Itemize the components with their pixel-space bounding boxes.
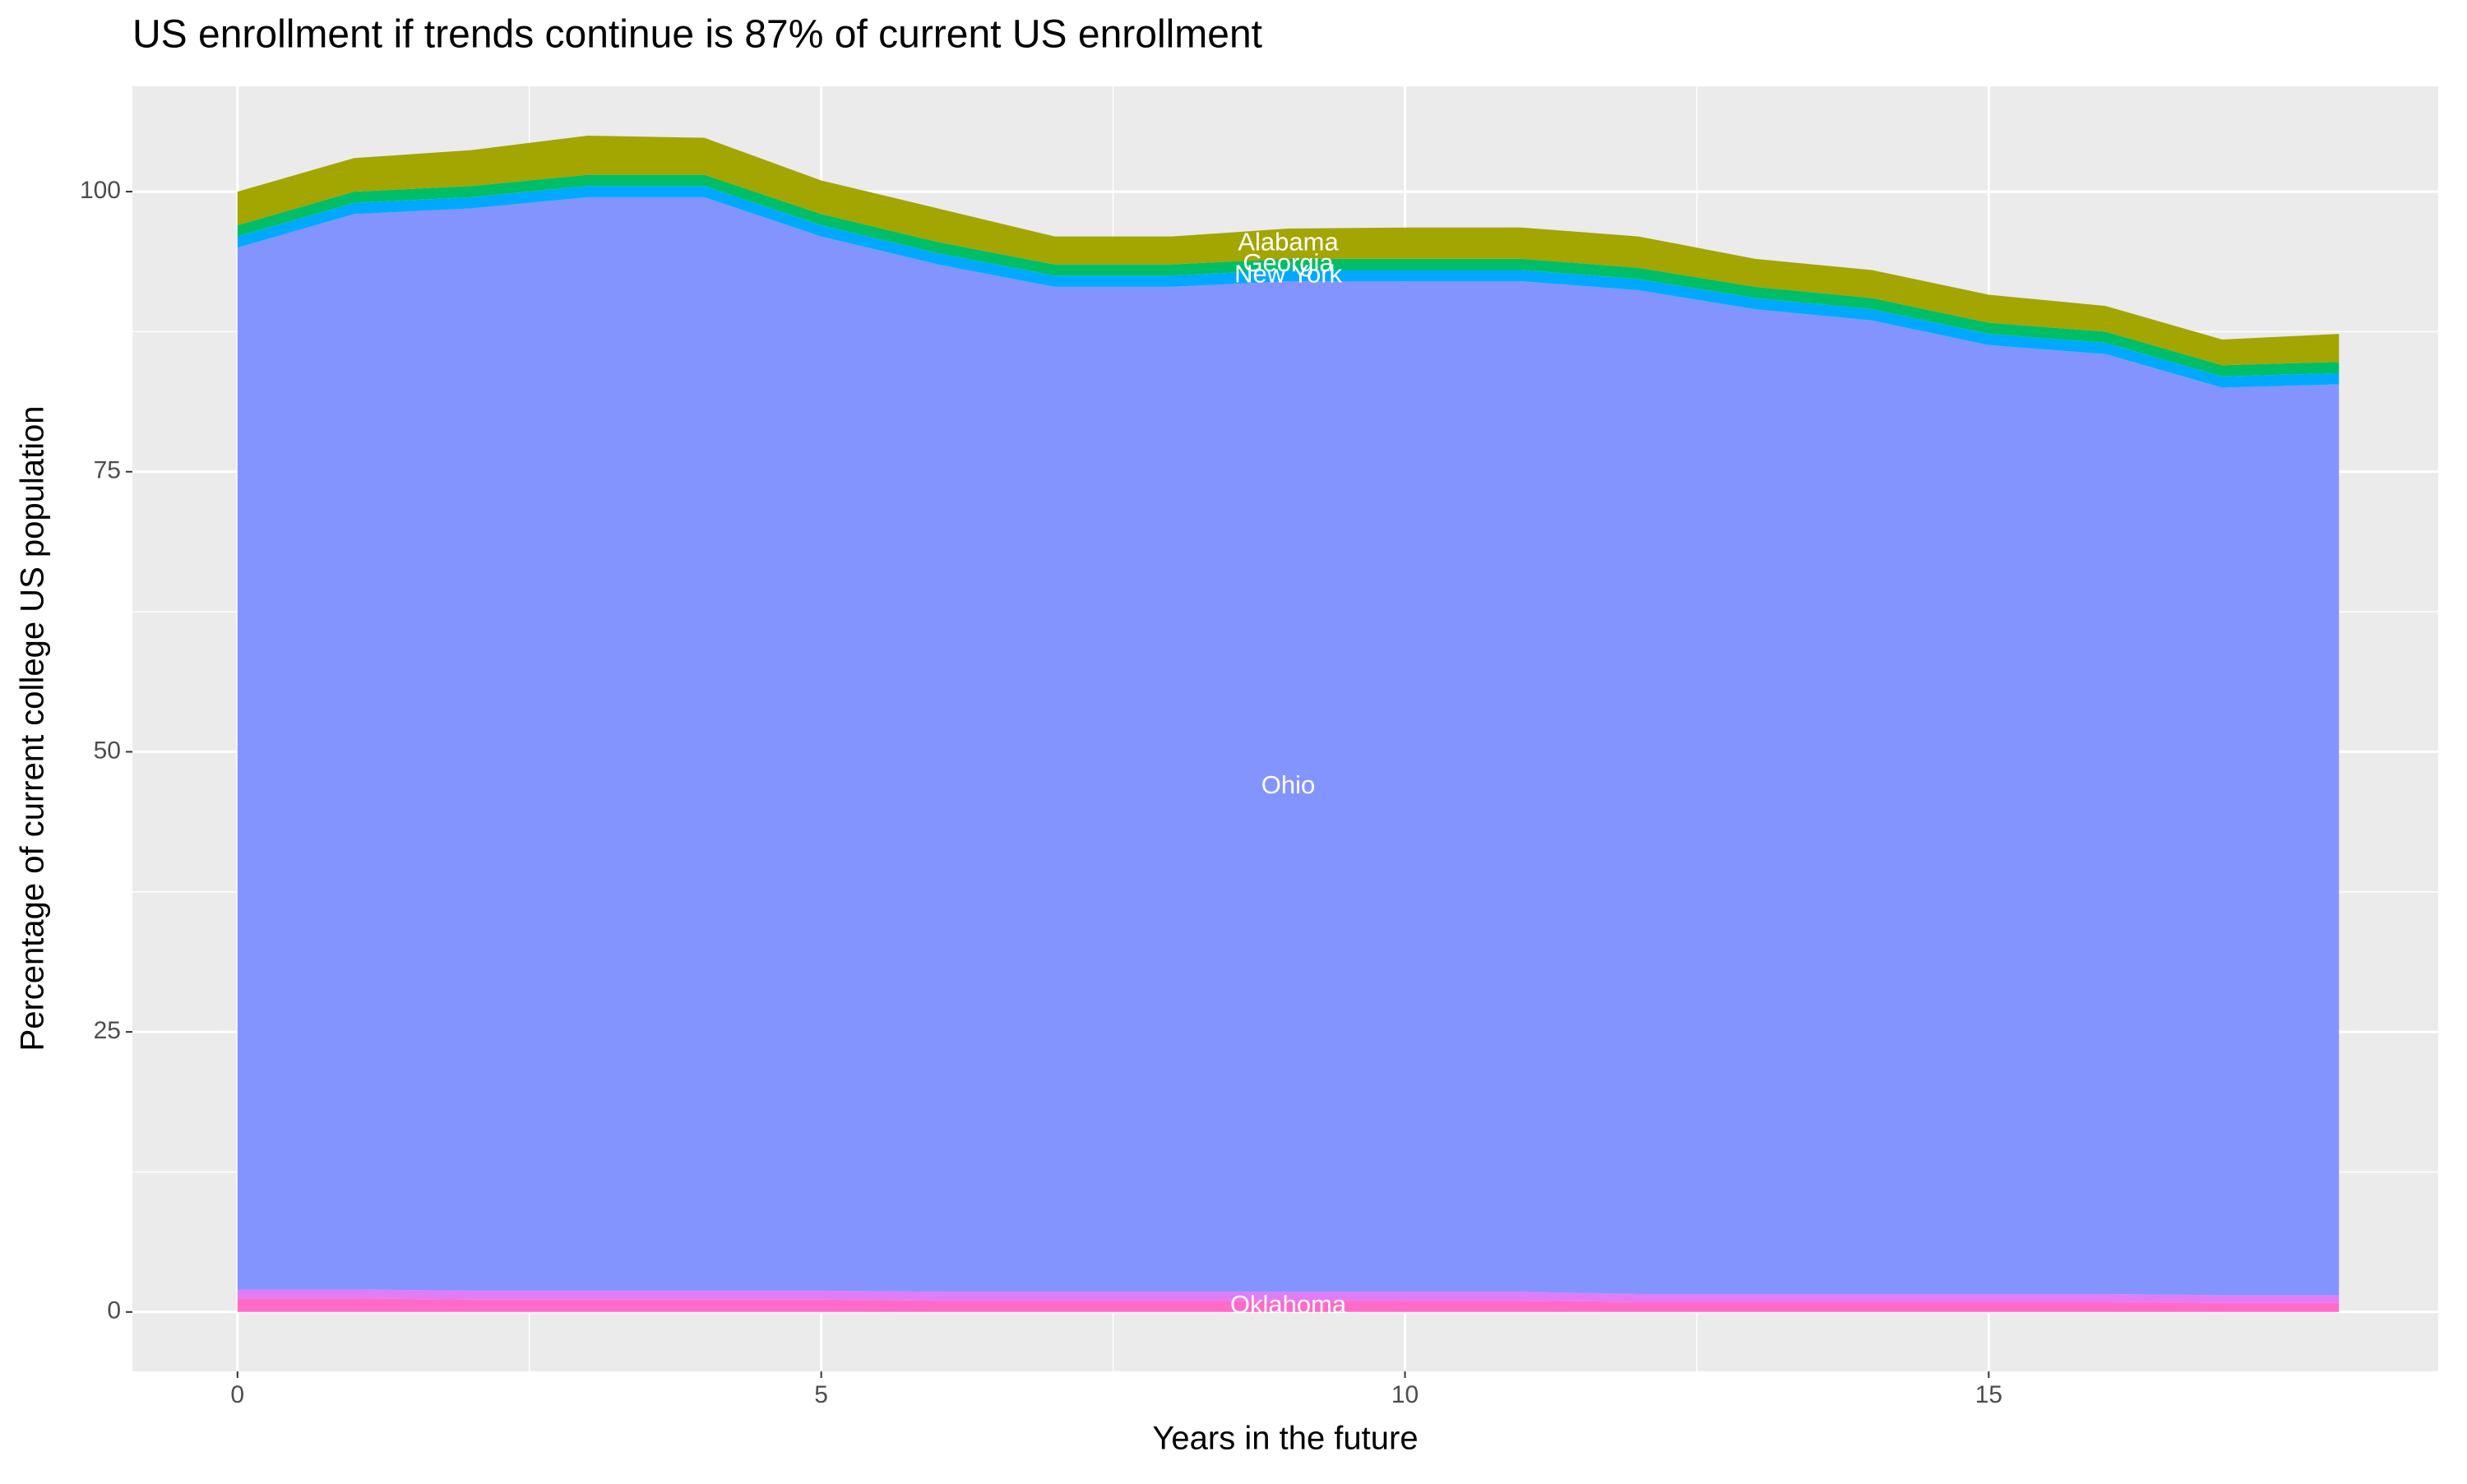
y-axis-title: Percentage of current college US populat…	[15, 406, 51, 1052]
x-tick-label: 0	[230, 1381, 244, 1408]
area-label: Ohio	[1261, 770, 1315, 799]
x-tick-label: 5	[814, 1381, 828, 1408]
x-axis-title: Years in the future	[1152, 1421, 1418, 1457]
area	[237, 174, 2340, 377]
chart-title: US enrollment if trends continue is 87% …	[132, 13, 1262, 57]
area-label: Georgia	[1243, 248, 1334, 277]
area	[237, 1298, 2340, 1312]
y-tick-label: 75	[94, 457, 121, 484]
y-tick-label: 50	[94, 737, 121, 764]
area-label: New York	[1234, 259, 1342, 288]
area	[237, 1289, 2340, 1303]
area	[237, 196, 2340, 1296]
y-tick-label: 25	[94, 1017, 121, 1044]
area	[237, 135, 2340, 366]
area-label: Alabama	[1238, 228, 1339, 257]
area-label: Oklahoma	[1230, 1290, 1347, 1319]
y-tick-label: 0	[107, 1297, 121, 1325]
x-tick-label: 15	[1975, 1381, 2002, 1408]
y-tick-label: 100	[80, 177, 121, 204]
x-tick-label: 10	[1391, 1381, 1419, 1408]
area	[237, 186, 2340, 388]
